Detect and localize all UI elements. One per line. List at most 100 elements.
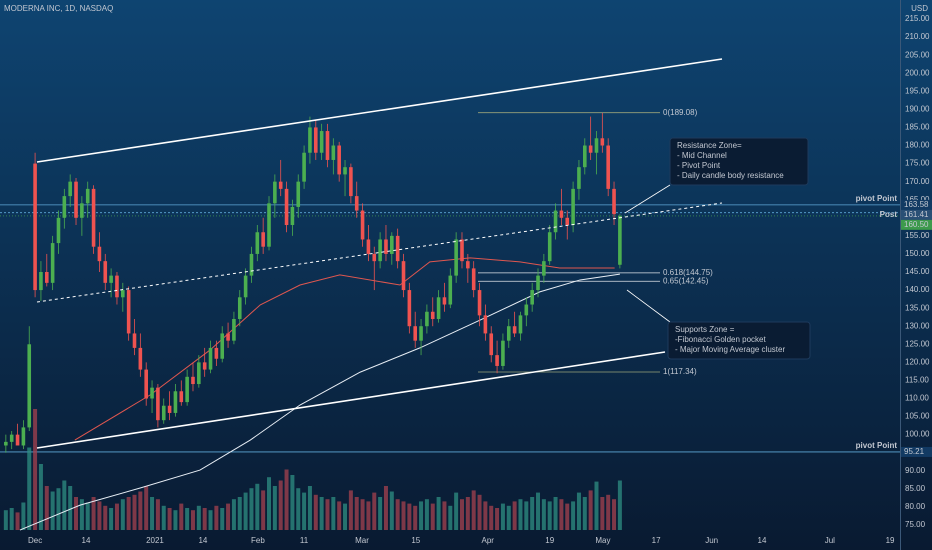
y-tick-label: 90.00 bbox=[905, 466, 926, 475]
volume-bar bbox=[50, 491, 55, 530]
moving-average bbox=[74, 257, 615, 441]
callout-text: Supports Zone = bbox=[675, 325, 735, 334]
y-tick-label: 135.00 bbox=[905, 303, 930, 312]
candle-body bbox=[44, 272, 49, 283]
pivot-label: pivot Point bbox=[856, 194, 898, 203]
volume-bar bbox=[571, 501, 576, 530]
candle-body bbox=[419, 326, 423, 341]
y-tick-label: 120.00 bbox=[905, 357, 930, 366]
y-tick-label: 200.00 bbox=[905, 68, 930, 77]
volume-bar bbox=[190, 510, 195, 530]
x-tick-label: 11 bbox=[300, 536, 309, 545]
y-tick-label: 195.00 bbox=[905, 86, 930, 95]
candle-body bbox=[460, 239, 464, 262]
y-tick-label: 205.00 bbox=[905, 50, 930, 59]
candle-body bbox=[313, 127, 318, 153]
volume-bar bbox=[226, 503, 231, 530]
volume-bar bbox=[337, 501, 342, 530]
volume-bar bbox=[220, 508, 225, 530]
candle-body bbox=[489, 333, 494, 356]
channel-upper bbox=[36, 58, 723, 163]
candle-body bbox=[524, 304, 529, 316]
volume-bar bbox=[419, 501, 424, 530]
callout-box bbox=[667, 321, 811, 360]
candle-body bbox=[214, 347, 219, 359]
volume-bar bbox=[9, 508, 14, 530]
volume-bar bbox=[530, 497, 535, 530]
candle-body bbox=[97, 246, 102, 262]
volume-bar bbox=[500, 503, 505, 530]
candle-body bbox=[68, 181, 72, 197]
volume-bar bbox=[97, 501, 102, 530]
volume-bar bbox=[424, 499, 429, 530]
y-tick-label: 165.00 bbox=[905, 195, 930, 204]
candle-body bbox=[349, 167, 353, 197]
volume-bar bbox=[44, 486, 49, 530]
callout-box bbox=[669, 137, 809, 186]
volume-bar bbox=[179, 503, 184, 530]
candle-body bbox=[39, 272, 43, 291]
y-tick-label: 115.00 bbox=[905, 376, 929, 385]
x-tick-label: Apr bbox=[481, 536, 494, 545]
volume-bar bbox=[512, 501, 517, 530]
volume-bar bbox=[389, 491, 394, 530]
candle-body bbox=[150, 387, 154, 399]
candle-body bbox=[401, 261, 406, 291]
volume-bar bbox=[161, 505, 166, 530]
candle-body bbox=[559, 210, 564, 218]
volume-bar bbox=[114, 503, 119, 530]
candle-body bbox=[103, 261, 108, 283]
callout-text: - Pivot Point bbox=[677, 161, 721, 170]
candle-body bbox=[156, 387, 160, 421]
volume-bar bbox=[33, 409, 38, 530]
volume-bar bbox=[436, 497, 441, 530]
candle-body bbox=[436, 297, 441, 319]
price-tag bbox=[901, 209, 932, 220]
candle-body bbox=[109, 275, 113, 283]
candle-body bbox=[395, 235, 400, 262]
candle-body bbox=[477, 290, 482, 316]
volume-bar bbox=[290, 475, 295, 530]
volume-bar bbox=[307, 486, 312, 530]
volume-bar bbox=[372, 492, 377, 530]
candle-body bbox=[354, 196, 359, 211]
candle-body bbox=[448, 275, 453, 305]
y-tick-label: 105.00 bbox=[905, 412, 930, 421]
candle-body bbox=[278, 181, 283, 189]
callout-text: - Daily candle body resistance bbox=[677, 171, 784, 180]
volume-bar bbox=[255, 483, 260, 530]
volume-bar bbox=[15, 512, 20, 530]
volume-bar bbox=[62, 480, 67, 530]
price-line-name: Post bbox=[880, 210, 898, 219]
callout-text: - Mid Channel bbox=[677, 151, 727, 160]
candle-body bbox=[536, 275, 540, 291]
candle-body bbox=[226, 333, 230, 341]
candle-body bbox=[442, 297, 447, 305]
candle-body bbox=[547, 232, 552, 262]
volume-bar bbox=[448, 505, 453, 530]
candle-body bbox=[612, 188, 616, 215]
price-tag-label: 161.41 bbox=[904, 210, 929, 219]
volume-bar bbox=[536, 492, 541, 530]
candle-body bbox=[191, 376, 195, 385]
candle-body bbox=[366, 239, 371, 254]
plot bbox=[0, 112, 900, 531]
volume-bar bbox=[395, 499, 400, 530]
candle-body bbox=[454, 239, 458, 276]
volume-bar bbox=[489, 505, 494, 530]
candle-body bbox=[173, 391, 178, 413]
candle-body bbox=[331, 145, 336, 160]
candle-body bbox=[577, 167, 581, 189]
volume-bar bbox=[150, 497, 155, 530]
candle-body bbox=[27, 344, 32, 428]
volume-bar bbox=[132, 494, 137, 530]
volume-bar bbox=[413, 505, 418, 530]
y-tick-label: 125.00 bbox=[905, 339, 930, 348]
candle-body bbox=[512, 326, 517, 334]
x-tick-label: Feb bbox=[251, 536, 265, 545]
volume-bar bbox=[407, 503, 412, 530]
candle-body bbox=[197, 362, 201, 385]
candle-body bbox=[74, 181, 78, 218]
